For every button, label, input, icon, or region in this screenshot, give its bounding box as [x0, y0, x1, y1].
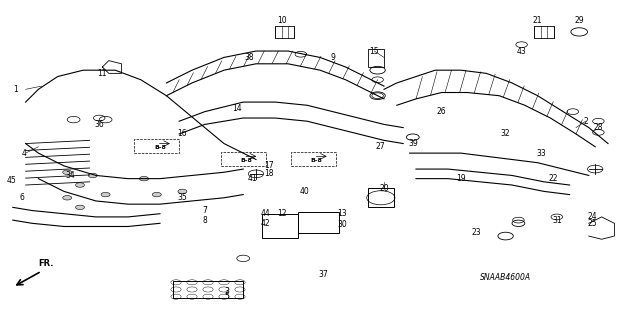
Text: 39: 39: [408, 139, 418, 148]
Text: 6: 6: [20, 193, 25, 202]
Text: 20: 20: [379, 184, 389, 193]
Text: 4: 4: [22, 149, 27, 158]
Text: 15: 15: [369, 47, 380, 56]
Circle shape: [63, 196, 72, 200]
Text: 42: 42: [260, 219, 271, 228]
Circle shape: [88, 173, 97, 178]
Text: 37: 37: [318, 270, 328, 279]
Circle shape: [76, 205, 84, 210]
Circle shape: [76, 183, 84, 187]
Bar: [173, 281, 243, 298]
Text: 11: 11: [98, 69, 107, 78]
Text: 30: 30: [337, 220, 348, 229]
Text: B-8: B-8: [154, 145, 166, 150]
Circle shape: [101, 192, 110, 197]
Text: 27: 27: [376, 142, 386, 151]
Text: 10: 10: [276, 16, 287, 25]
Text: 45: 45: [6, 176, 17, 185]
Circle shape: [178, 189, 187, 194]
Text: 29: 29: [574, 16, 584, 25]
Text: 31: 31: [552, 216, 562, 225]
Text: 9: 9: [330, 53, 335, 62]
Text: 34: 34: [65, 171, 76, 180]
Text: 26: 26: [436, 107, 447, 116]
Text: 3: 3: [225, 287, 230, 296]
Text: B-8: B-8: [241, 158, 252, 163]
Text: 40: 40: [299, 187, 309, 196]
Text: 5: 5: [225, 292, 230, 301]
Text: 44: 44: [260, 209, 271, 218]
Text: 25: 25: [587, 219, 597, 228]
Text: 35: 35: [177, 193, 188, 202]
Bar: [262, 214, 298, 238]
Text: 43: 43: [516, 47, 527, 56]
Bar: [368, 49, 384, 67]
Text: 32: 32: [500, 130, 511, 138]
Text: 36: 36: [94, 120, 104, 129]
Bar: [275, 26, 294, 38]
Text: FR.: FR.: [38, 259, 54, 268]
Text: 12: 12: [277, 209, 286, 218]
Text: 13: 13: [337, 209, 348, 218]
Text: 19: 19: [456, 174, 466, 183]
Circle shape: [63, 170, 72, 174]
Text: 21: 21: [533, 16, 542, 25]
Text: 7: 7: [202, 206, 207, 215]
Text: B-8: B-8: [311, 158, 323, 163]
Text: 17: 17: [264, 161, 274, 170]
Text: 33: 33: [536, 149, 546, 158]
Text: 1: 1: [13, 85, 19, 94]
Text: 16: 16: [177, 130, 188, 138]
Bar: [298, 212, 339, 233]
Text: 38: 38: [244, 53, 255, 62]
Circle shape: [152, 192, 161, 197]
Bar: [534, 26, 554, 38]
Circle shape: [140, 176, 148, 181]
Text: 24: 24: [587, 212, 597, 221]
Text: SNAAB4600A: SNAAB4600A: [480, 273, 531, 282]
Text: 8: 8: [202, 216, 207, 225]
Text: 22: 22: [549, 174, 558, 183]
Text: 41: 41: [248, 174, 258, 183]
Bar: [368, 188, 394, 207]
Text: 18: 18: [264, 169, 273, 178]
Text: 2: 2: [583, 117, 588, 126]
Text: 23: 23: [472, 228, 482, 237]
Text: 28: 28: [594, 123, 603, 132]
Text: 14: 14: [232, 104, 242, 113]
